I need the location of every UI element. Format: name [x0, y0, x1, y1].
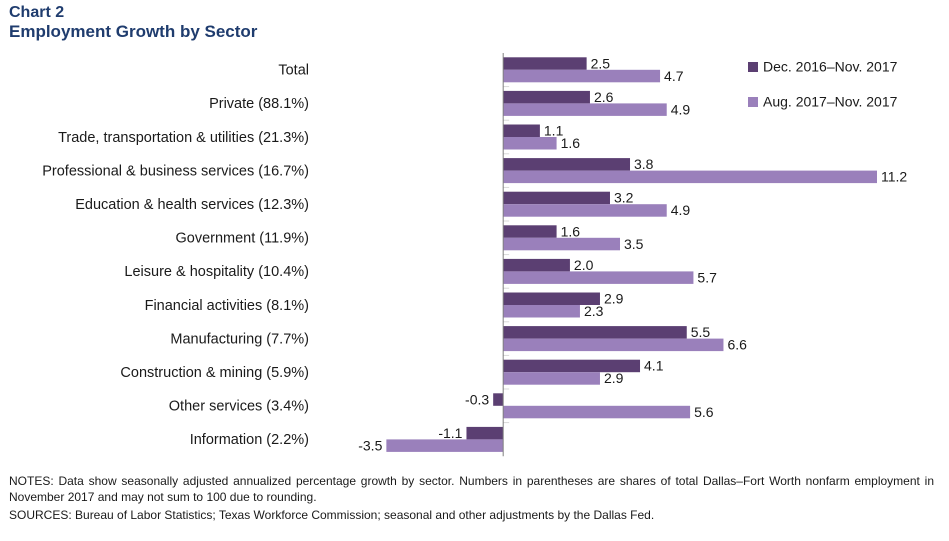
data-label: 4.7 [664, 68, 684, 84]
category-label: Leisure & hospitality (10.4%) [124, 264, 309, 280]
bar-series-1 [503, 124, 540, 137]
chart-title: Employment Growth by Sector [9, 22, 258, 41]
data-label: 2.9 [604, 370, 624, 386]
chart-number: Chart 2 [9, 4, 65, 21]
bar-series-2 [503, 69, 661, 83]
category-label: Total [278, 63, 309, 79]
data-label: 5.5 [691, 324, 711, 340]
data-label: 4.9 [671, 101, 691, 117]
data-label: 6.6 [727, 337, 747, 353]
data-label: 1.1 [544, 122, 564, 138]
legend-label-1: Dec. 2016–Nov. 2017 [763, 59, 898, 75]
category-label: Government (11.9%) [175, 231, 309, 247]
bar-series-2 [503, 170, 877, 184]
bar-series-2 [503, 237, 620, 251]
bar-series-1 [503, 191, 610, 205]
chart-header: Chart 2 Employment Growth by Sector [9, 3, 257, 42]
bar-series-1 [503, 292, 600, 305]
bar-series-2 [503, 372, 600, 385]
legend-label-2: Aug. 2017–Nov. 2017 [763, 94, 898, 110]
data-label: 3.2 [614, 190, 634, 206]
data-label: 4.9 [671, 202, 691, 218]
category-label: Construction & mining (5.9%) [120, 365, 309, 381]
bar-series-1 [466, 426, 504, 440]
bar-series-2 [503, 405, 691, 419]
data-label: 4.1 [644, 358, 664, 374]
bar-series-2 [503, 338, 724, 352]
bar-series-2 [503, 137, 557, 150]
bar-series-2 [503, 305, 580, 318]
category-label: Professional & business services (16.7%) [42, 163, 309, 179]
bar-chart: Total 2.5 4.7 Private (88.1%) 2.6 4.9 Trade, t… [42, 53, 907, 457]
data-label: -3.5 [358, 437, 382, 453]
category-label: Other services (3.4%) [169, 399, 309, 415]
data-label: 2.6 [594, 89, 614, 105]
data-label: 3.8 [634, 156, 654, 172]
data-label: 5.6 [694, 404, 714, 420]
bar-series-1 [503, 326, 687, 339]
data-label: 1.6 [561, 135, 581, 151]
data-label: 5.7 [697, 269, 717, 285]
data-label: 3.5 [624, 236, 644, 252]
notes-block: NOTES: Data show seasonally adjusted ann… [9, 473, 934, 523]
legend-swatch-1 [748, 62, 758, 72]
category-label: Private (88.1%) [209, 96, 309, 112]
data-label: 2.9 [604, 290, 624, 306]
category-label: Financial activities (8.1%) [145, 298, 309, 314]
bar-series-1 [493, 393, 504, 406]
data-label: 2.0 [574, 257, 594, 273]
category-label: Information (2.2%) [190, 432, 309, 448]
bar-series-2 [503, 271, 694, 284]
notes-text: NOTES: Data show seasonally adjusted ann… [9, 474, 934, 504]
bar-series-1 [503, 359, 641, 373]
data-label: -0.3 [465, 391, 489, 407]
data-label: -1.1 [438, 425, 462, 441]
legend-swatch-2 [748, 97, 758, 107]
bar-series-1 [503, 57, 587, 70]
category-label: Manufacturing (7.7%) [170, 331, 309, 347]
category-label: Education & health services (12.3%) [75, 197, 309, 213]
data-label: 1.6 [561, 223, 581, 239]
bar-series-1 [503, 225, 557, 238]
data-label: 2.3 [584, 303, 604, 319]
data-label: 2.5 [591, 55, 611, 71]
data-label: 11.2 [881, 169, 907, 185]
bar-series-2 [503, 204, 667, 217]
bar-series-1 [503, 158, 631, 171]
bar-series-2 [503, 103, 667, 116]
category-label: Trade, transportation & utilities (21.3%… [58, 130, 309, 146]
bar-series-1 [503, 258, 570, 272]
bar-series-2 [386, 439, 504, 452]
bar-series-1 [503, 90, 590, 104]
sources-text: SOURCES: Bureau of Labor Statistics; Tex… [9, 508, 655, 522]
